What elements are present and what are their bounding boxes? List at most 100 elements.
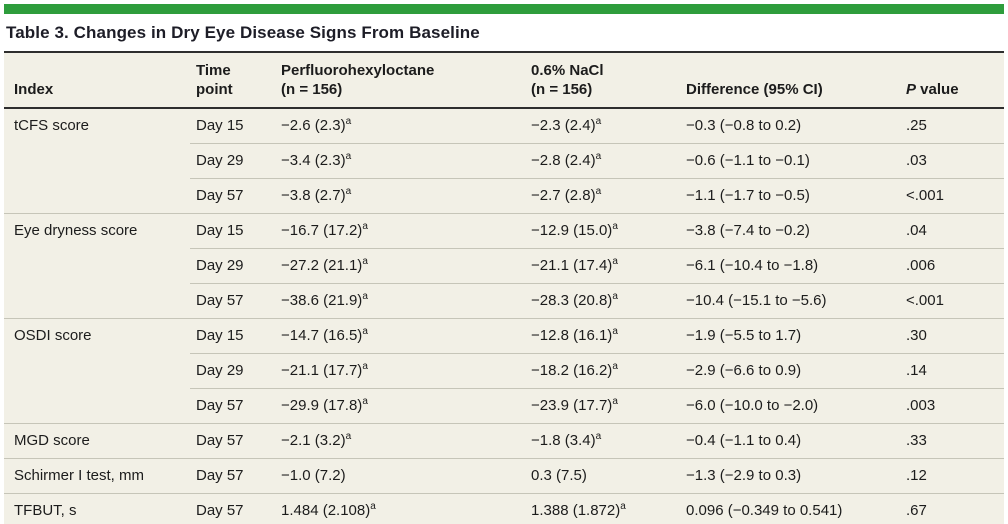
header-row: Index Time point Perfluorohexyloctane (n… <box>4 52 1004 109</box>
col-header-nacl-line2: (n = 156) <box>531 81 593 98</box>
cell-time-point: Day 57 <box>190 423 275 459</box>
cell-difference: −1.3 (−2.9 to 0.3) <box>680 458 900 494</box>
footnote-marker: a <box>620 501 626 512</box>
cell-p-value: .006 <box>900 248 1004 284</box>
cell-nacl: −12.8 (16.1)a <box>525 318 680 354</box>
cell-p-value: <.001 <box>900 178 1004 214</box>
table-row: Day 29 −3.4 (2.3)a −2.8 (2.4)a −0.6 (−1.1 t… <box>4 143 1004 179</box>
cell-nacl: −21.1 (17.4)a <box>525 248 680 284</box>
cell-difference: −6.0 (−10.0 to −2.0) <box>680 388 900 424</box>
footnote-marker: a <box>370 501 376 512</box>
cell-difference: −0.6 (−1.1 to −0.1) <box>680 143 900 179</box>
cell-difference: −3.8 (−7.4 to −0.2) <box>680 213 900 249</box>
table-body: tCFS score Day 15 −2.6 (2.3)a −2.3 (2.4)a −0… <box>4 107 1004 524</box>
col-header-nacl-line1: 0.6% NaCl <box>531 62 604 79</box>
cell-index: Schirmer I test, mm <box>4 458 190 494</box>
table-row: Day 57 −3.8 (2.7)a −2.7 (2.8)a −1.1 (−1.7 t… <box>4 178 1004 214</box>
cell-time-point: Day 15 <box>190 318 275 354</box>
cell-index: Eye dryness score <box>4 213 190 249</box>
table-row: Schirmer I test, mm Day 57 −1.0 (7.2) 0.3 (… <box>4 458 1004 494</box>
footnote-marker: a <box>612 221 618 232</box>
cell-nacl: −2.3 (2.4)a <box>525 107 680 144</box>
cell-p-value: .12 <box>900 458 1004 494</box>
footnote-marker: a <box>345 186 352 197</box>
cell-difference: −10.4 (−15.1 to −5.6) <box>680 283 900 319</box>
cell-difference: −1.1 (−1.7 to −0.5) <box>680 178 900 214</box>
footnote-marker: a <box>362 361 368 372</box>
footnote-marker: a <box>362 326 368 337</box>
cell-perfluorohexyloctane: −2.1 (3.2)a <box>275 423 525 459</box>
footnote-marker: a <box>362 256 368 267</box>
cell-index: OSDI score <box>4 318 190 354</box>
col-header-index-label: Index <box>14 81 54 98</box>
table-row: tCFS score Day 15 −2.6 (2.3)a −2.3 (2.4)a −0… <box>4 107 1004 144</box>
cell-p-value: .04 <box>900 213 1004 249</box>
footnote-marker: a <box>362 221 368 232</box>
cell-time-point: Day 57 <box>190 388 275 424</box>
table-card: Table 3. Changes in Dry Eye Disease Sign… <box>4 14 1004 524</box>
footnote-marker: a <box>595 151 602 162</box>
cell-perfluorohexyloctane: −3.4 (2.3)a <box>275 143 525 179</box>
accent-bar <box>4 4 1004 14</box>
footnote-marker: a <box>612 326 618 337</box>
cell-perfluorohexyloctane: 1.484 (2.108)a <box>275 493 525 524</box>
cell-nacl: −23.9 (17.7)a <box>525 388 680 424</box>
col-header-pfho-line2: (n = 156) <box>281 81 343 98</box>
cell-index <box>4 249 190 284</box>
cell-time-point: Day 57 <box>190 458 275 494</box>
cell-nacl: −2.7 (2.8)a <box>525 178 680 214</box>
cell-difference: −0.4 (−1.1 to 0.4) <box>680 423 900 459</box>
footnote-marker: a <box>362 396 368 407</box>
col-header-time-line1: Time <box>196 62 231 79</box>
footnote-marker: a <box>345 151 352 162</box>
cell-nacl: 0.3 (7.5) <box>525 458 680 494</box>
cell-nacl: −12.9 (15.0)a <box>525 213 680 249</box>
footnote-marker: a <box>612 396 618 407</box>
table-row: Day 57 −38.6 (21.9)a −28.3 (20.8)a −10.4 (−… <box>4 283 1004 319</box>
cell-perfluorohexyloctane: −1.0 (7.2) <box>275 458 525 494</box>
col-header-p-value: P value <box>900 52 1004 109</box>
data-table: Index Time point Perfluorohexyloctane (n… <box>4 51 1004 524</box>
footnote-marker: a <box>612 361 618 372</box>
cell-time-point: Day 57 <box>190 283 275 319</box>
cell-p-value: .30 <box>900 318 1004 354</box>
table-header: Index Time point Perfluorohexyloctane (n… <box>4 52 1004 109</box>
cell-time-point: Day 57 <box>190 493 275 524</box>
cell-difference: −2.9 (−6.6 to 0.9) <box>680 353 900 389</box>
table-title: Table 3. Changes in Dry Eye Disease Sign… <box>6 23 480 42</box>
cell-index <box>4 144 190 179</box>
col-header-time-point: Time point <box>190 52 275 109</box>
cell-nacl: −28.3 (20.8)a <box>525 283 680 319</box>
cell-perfluorohexyloctane: −3.8 (2.7)a <box>275 178 525 214</box>
cell-perfluorohexyloctane: −21.1 (17.7)a <box>275 353 525 389</box>
col-header-difference: Difference (95% CI) <box>680 52 900 109</box>
col-header-p-rest: value <box>916 81 959 98</box>
table-row: Day 29 −27.2 (21.1)a −21.1 (17.4)a −6.1 (−1… <box>4 248 1004 284</box>
cell-p-value: .33 <box>900 423 1004 459</box>
col-header-p-italic: P <box>906 81 917 98</box>
footnote-marker: a <box>595 116 602 127</box>
footnote-marker: a <box>345 116 352 127</box>
cell-perfluorohexyloctane: −16.7 (17.2)a <box>275 213 525 249</box>
cell-nacl: 1.388 (1.872)a <box>525 493 680 524</box>
cell-p-value: .14 <box>900 353 1004 389</box>
cell-perfluorohexyloctane: −29.9 (17.8)a <box>275 388 525 424</box>
cell-time-point: Day 15 <box>190 213 275 249</box>
footnote-marker: a <box>595 186 602 197</box>
cell-difference: −0.3 (−0.8 to 0.2) <box>680 107 900 144</box>
table-row: Day 57 −29.9 (17.8)a −23.9 (17.7)a −6.0 (−1… <box>4 388 1004 424</box>
table-row: OSDI score Day 15 −14.7 (16.5)a −12.8 (16.1… <box>4 318 1004 354</box>
cell-index <box>4 284 190 319</box>
cell-time-point: Day 29 <box>190 143 275 179</box>
table-row: Day 29 −21.1 (17.7)a −18.2 (16.2)a −2.9 (−6… <box>4 353 1004 389</box>
table-row: Eye dryness score Day 15 −16.7 (17.2)a −12.… <box>4 213 1004 249</box>
cell-p-value: .25 <box>900 107 1004 144</box>
cell-p-value: .03 <box>900 143 1004 179</box>
cell-p-value: .003 <box>900 388 1004 424</box>
cell-perfluorohexyloctane: −2.6 (2.3)a <box>275 107 525 144</box>
cell-index: TFBUT, s <box>4 493 190 524</box>
col-header-perfluorohexyloctane: Perfluorohexyloctane (n = 156) <box>275 52 525 109</box>
table-row: MGD score Day 57 −2.1 (3.2)a −1.8 (3.4)a −0.… <box>4 423 1004 459</box>
cell-difference: −6.1 (−10.4 to −1.8) <box>680 248 900 284</box>
footnote-marker: a <box>612 256 618 267</box>
